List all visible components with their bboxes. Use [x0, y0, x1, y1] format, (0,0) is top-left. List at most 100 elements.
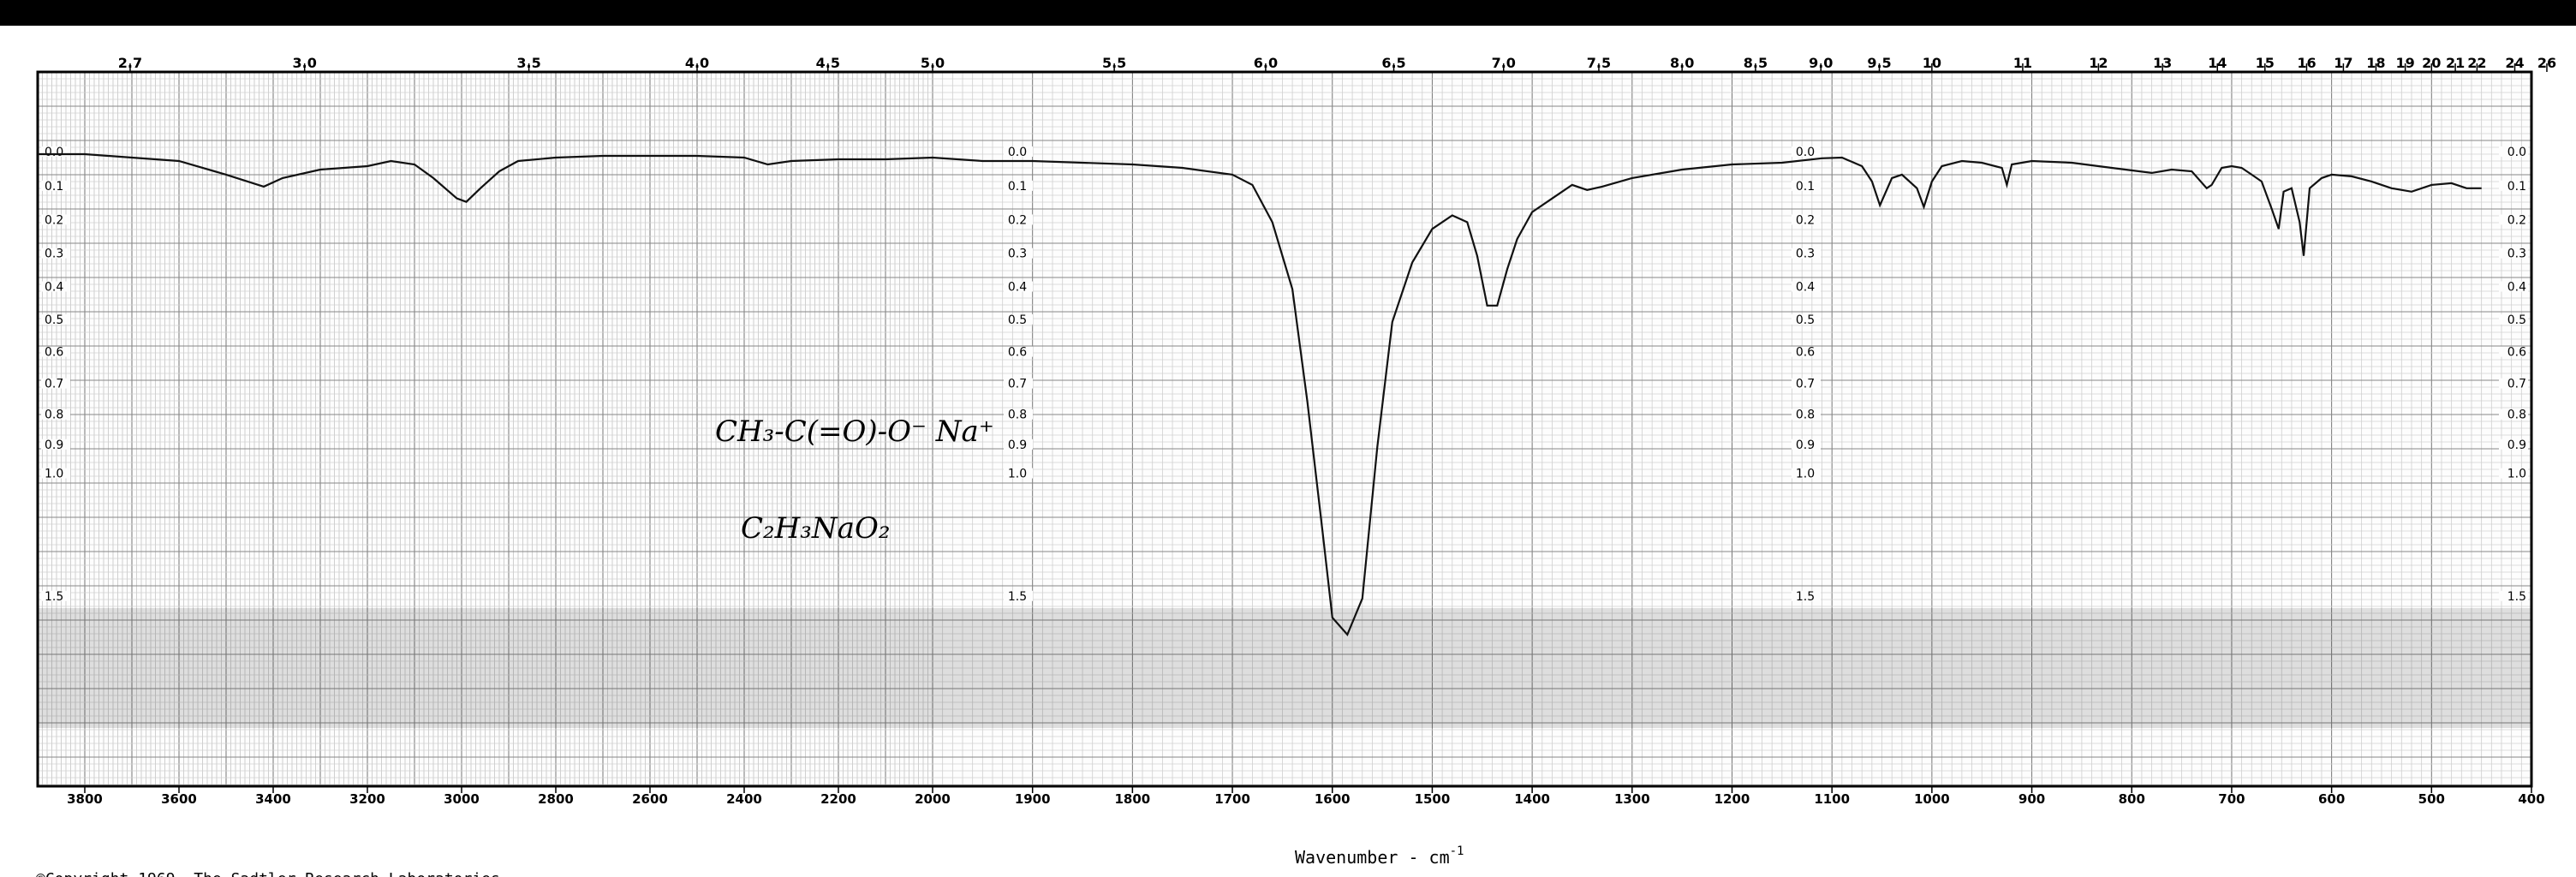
top-tick-label: 18 — [2366, 55, 2385, 71]
bottom-tick-label: 2800 — [538, 791, 574, 807]
absorbance-tick-label: 0.2 — [2507, 213, 2526, 227]
bottom-tick-label: 700 — [2218, 791, 2245, 807]
bottom-tick-label: 1400 — [1514, 791, 1550, 807]
absorbance-tick-label: 1.5 — [1796, 590, 1815, 604]
absorbance-tick-label: 1.0 — [45, 468, 63, 481]
absorbance-label-backdrop — [1792, 180, 1821, 191]
absorbance-label-backdrop — [1792, 409, 1821, 420]
absorbance-label-backdrop — [2499, 146, 2528, 157]
bottom-tick-label: 900 — [2018, 791, 2045, 807]
top-tick-label: 2.7 — [118, 55, 142, 71]
top-tick-label: 8.5 — [1744, 55, 1768, 71]
bottom-tick-label: 1900 — [1015, 791, 1051, 807]
absorbance-tick-label: 0.3 — [1008, 248, 1027, 261]
x-axis-title: Wavenumber - cm-1 — [1295, 844, 1464, 868]
absorbance-label-backdrop — [1004, 146, 1033, 157]
dense-grid-band — [38, 608, 2531, 728]
bottom-tick-label: 1100 — [1814, 791, 1850, 807]
absorbance-label-backdrop — [1004, 378, 1033, 389]
absorbance-tick-label: 0.0 — [45, 146, 63, 159]
bottom-tick-label: 1800 — [1115, 791, 1151, 807]
absorbance-label-backdrop — [1004, 180, 1033, 191]
absorbance-label-backdrop — [1792, 590, 1821, 601]
chart-background — [38, 72, 2531, 786]
bottom-tick-label: 3600 — [161, 791, 197, 807]
absorbance-label-backdrop — [2499, 346, 2528, 357]
absorbance-label-backdrop — [1792, 313, 1821, 325]
bottom-tick-label: 2000 — [915, 791, 951, 807]
wavenumber-axis: 3800 3600 3400 3200 3000 2800 2600 2400 2200 2000… — [67, 786, 2545, 807]
bottom-tick-label: 2600 — [632, 791, 668, 807]
top-tick-label: 5.5 — [1102, 55, 1126, 71]
absorbance-tick-label: 0.8 — [1008, 409, 1027, 422]
copyright-notice: ©Copyright 1969, The Sadtler Research La… — [36, 870, 500, 877]
top-tick-label: 20 — [2422, 55, 2441, 71]
absorbance-tick-label: 0.1 — [1008, 180, 1027, 194]
absorbance-label-backdrop — [41, 409, 70, 420]
absorbance-label-backdrop — [41, 214, 70, 225]
top-tick-label: 21 — [2446, 55, 2465, 71]
absorbance-label-backdrop — [41, 378, 70, 389]
absorbance-tick-label: 0.8 — [2507, 409, 2526, 422]
absorbance-tick-label: 0.5 — [1008, 313, 1027, 327]
absorbance-tick-label: 0.5 — [1796, 313, 1815, 327]
top-tick-label: 19 — [2395, 55, 2414, 71]
absorbance-label-backdrop — [2499, 214, 2528, 225]
absorbance-label-backdrop — [1792, 146, 1821, 157]
bottom-tick-label: 400 — [2518, 791, 2544, 807]
absorbance-label-backdrop — [1004, 438, 1033, 450]
chart-frame — [36, 70, 2533, 788]
bottom-tick-label: 2200 — [820, 791, 856, 807]
top-tick-label: 22 — [2467, 55, 2486, 71]
top-tick-label: 3.0 — [293, 55, 317, 71]
absorbance-label-backdrop — [1004, 248, 1033, 259]
absorbance-tick-label: 0.4 — [1008, 281, 1027, 295]
absorbance-tick-label: 0.1 — [2507, 180, 2526, 194]
absorbance-label-backdrop — [41, 248, 70, 259]
absorbance-label-backdrop — [2499, 590, 2528, 601]
absorbance-label-backdrop — [1792, 468, 1821, 479]
absorbance-tick-label: 1.0 — [1008, 468, 1027, 481]
bottom-tick-label: 1700 — [1214, 791, 1250, 807]
absorbance-label-backdrop — [2499, 468, 2528, 479]
top-tick-label: 6.0 — [1254, 55, 1278, 71]
absorbance-tick-label: 0.4 — [1796, 281, 1815, 295]
absorbance-tick-label: 0.4 — [2507, 281, 2526, 295]
absorbance-tick-label: 0.3 — [2507, 248, 2526, 261]
absorbance-label-backdrop — [1792, 248, 1821, 259]
top-tick-label: 9.5 — [1867, 55, 1891, 71]
absorbance-tick-label: 0.6 — [1796, 346, 1815, 360]
absorbance-label-backdrop — [2499, 180, 2528, 191]
absorbance-tick-label: 1.5 — [1008, 590, 1027, 604]
absorbance-tick-label: 0.7 — [45, 378, 63, 391]
top-tick-label: 3.5 — [516, 55, 540, 71]
bottom-tick-label: 1200 — [1714, 791, 1750, 807]
bottom-tick-label: 3000 — [444, 791, 480, 807]
absorbance-tick-label: 0.3 — [1796, 248, 1815, 261]
absorbance-tick-label: 0.2 — [1008, 213, 1027, 227]
absorbance-tick-label: 0.2 — [1796, 213, 1815, 227]
absorbance-label-backdrop — [2499, 409, 2528, 420]
absorbance-tick-label: 0.7 — [1796, 378, 1815, 391]
absorbance-label-backdrop — [1792, 346, 1821, 357]
top-tick-label: 6.5 — [1381, 55, 1405, 71]
absorbance-tick-label: 0.5 — [45, 313, 63, 327]
top-tick-label: 11 — [2013, 55, 2032, 71]
absorbance-label-backdrop — [1004, 313, 1033, 325]
absorbance-tick-label: 0.7 — [1008, 378, 1027, 391]
absorbance-label-backdrop — [1004, 346, 1033, 357]
absorbance-label-backdrop — [41, 346, 70, 357]
bottom-tick-label: 3200 — [349, 791, 385, 807]
absorbance-tick-label: 0.4 — [45, 281, 63, 295]
absorbance-label-backdrop — [1004, 214, 1033, 225]
top-tick-label: 5.0 — [921, 55, 945, 71]
absorbance-tick-label: 0.0 — [1008, 146, 1027, 159]
absorbance-label-backdrop — [41, 468, 70, 479]
absorbance-label-backdrop — [41, 438, 70, 450]
absorbance-tick-label: 1.0 — [1796, 468, 1815, 481]
top-tick-label: 8.0 — [1670, 55, 1694, 71]
absorbance-label-backdrop — [41, 313, 70, 325]
bottom-tick-label: 1000 — [1914, 791, 1950, 807]
top-tick-label: 7.0 — [1492, 55, 1516, 71]
